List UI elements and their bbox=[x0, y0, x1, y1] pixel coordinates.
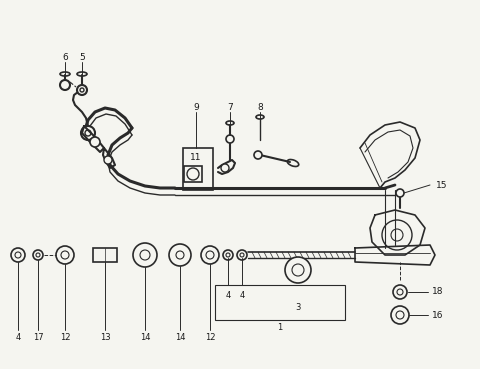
Circle shape bbox=[104, 156, 112, 164]
Text: 14: 14 bbox=[175, 332, 185, 341]
Circle shape bbox=[382, 220, 412, 250]
Circle shape bbox=[391, 306, 409, 324]
Circle shape bbox=[187, 168, 199, 180]
Bar bbox=[93, 248, 117, 262]
Text: 4: 4 bbox=[240, 290, 245, 300]
Circle shape bbox=[81, 126, 95, 140]
Ellipse shape bbox=[287, 159, 299, 166]
Bar bbox=[215, 285, 345, 320]
Circle shape bbox=[226, 253, 230, 257]
Ellipse shape bbox=[60, 72, 70, 76]
Ellipse shape bbox=[77, 72, 87, 76]
Circle shape bbox=[393, 285, 407, 299]
Circle shape bbox=[169, 244, 191, 266]
Circle shape bbox=[176, 251, 184, 259]
Circle shape bbox=[240, 253, 244, 257]
Circle shape bbox=[140, 250, 150, 260]
Text: 5: 5 bbox=[79, 54, 85, 62]
Circle shape bbox=[60, 80, 70, 90]
Text: 12: 12 bbox=[60, 332, 70, 341]
Circle shape bbox=[90, 137, 100, 147]
Text: 14: 14 bbox=[140, 332, 150, 341]
Text: 9: 9 bbox=[193, 103, 199, 113]
Circle shape bbox=[391, 229, 403, 241]
Text: 18: 18 bbox=[432, 287, 444, 297]
Circle shape bbox=[292, 264, 304, 276]
Bar bbox=[184, 166, 202, 182]
Circle shape bbox=[396, 189, 404, 197]
Circle shape bbox=[77, 85, 87, 95]
Text: 3: 3 bbox=[295, 303, 300, 313]
Circle shape bbox=[15, 252, 21, 258]
Text: 11: 11 bbox=[190, 154, 202, 162]
Text: 1: 1 bbox=[277, 323, 283, 331]
Text: 4: 4 bbox=[15, 332, 21, 341]
Circle shape bbox=[221, 164, 229, 172]
Circle shape bbox=[36, 253, 40, 257]
Circle shape bbox=[56, 246, 74, 264]
Circle shape bbox=[396, 311, 404, 319]
Circle shape bbox=[11, 248, 25, 262]
Text: 12: 12 bbox=[205, 332, 215, 341]
Circle shape bbox=[285, 257, 311, 283]
Circle shape bbox=[223, 250, 233, 260]
Text: 17: 17 bbox=[33, 332, 43, 341]
Circle shape bbox=[254, 151, 262, 159]
Circle shape bbox=[237, 250, 247, 260]
Circle shape bbox=[226, 135, 234, 143]
Text: 13: 13 bbox=[100, 332, 110, 341]
Circle shape bbox=[33, 250, 43, 260]
Text: 16: 16 bbox=[432, 310, 444, 320]
Text: 7: 7 bbox=[227, 103, 233, 113]
Circle shape bbox=[201, 246, 219, 264]
Text: 15: 15 bbox=[436, 180, 447, 190]
Text: 6: 6 bbox=[62, 54, 68, 62]
Ellipse shape bbox=[226, 121, 234, 125]
Circle shape bbox=[61, 251, 69, 259]
Ellipse shape bbox=[256, 115, 264, 119]
Circle shape bbox=[206, 251, 214, 259]
Bar bbox=[183, 148, 213, 190]
Text: 4: 4 bbox=[226, 290, 230, 300]
Circle shape bbox=[80, 88, 84, 92]
Circle shape bbox=[85, 130, 91, 136]
Circle shape bbox=[397, 289, 403, 295]
Circle shape bbox=[133, 243, 157, 267]
Text: 8: 8 bbox=[257, 103, 263, 113]
